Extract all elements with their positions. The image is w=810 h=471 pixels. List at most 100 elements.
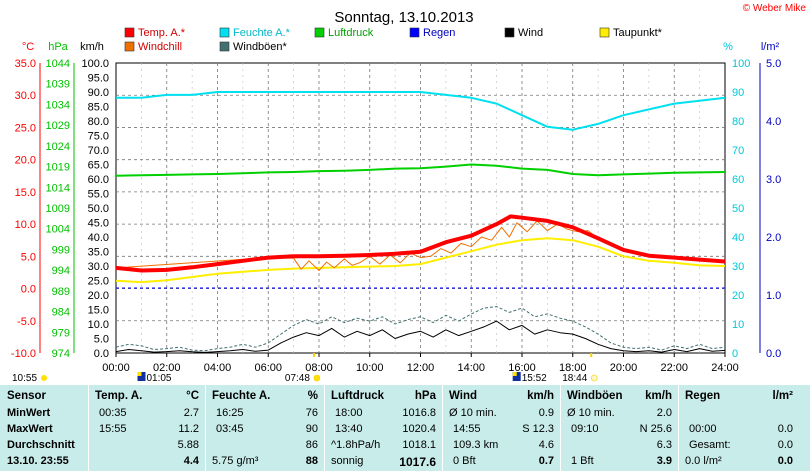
rain-total-label: Gesamt: bbox=[689, 439, 731, 451]
legend-swatch-gust bbox=[219, 41, 230, 52]
x-tick-label: 14:00 bbox=[457, 362, 485, 374]
x-tick-label: 20:00 bbox=[610, 362, 638, 374]
gust-row1-label: Ø 10 min. bbox=[567, 407, 615, 419]
rain-tick-label: 5.0 bbox=[766, 58, 781, 70]
temp-header: Temp. A. bbox=[95, 390, 143, 402]
weather-chart: Sonntag, 13.10.2013 © Weber Mike Temp. A… bbox=[11, 3, 807, 384]
temp-tick-label: 30.0 bbox=[15, 90, 36, 102]
wind-tick-label: 10.0 bbox=[88, 319, 109, 331]
temp-tick-label: 35.0 bbox=[15, 58, 36, 70]
legend-label-rain: Regen bbox=[423, 27, 455, 39]
wind-tick-label: 20.0 bbox=[88, 290, 109, 302]
pressure-current-value: 1017.6 bbox=[399, 455, 436, 469]
wind-tick-label: 0.0 bbox=[94, 348, 109, 360]
gust-column: Windböen km/h Ø 10 min. 2.0 09:10 N 25.6… bbox=[561, 385, 678, 471]
wind-tick-label: 55.0 bbox=[88, 189, 109, 201]
humidity-tick-label: 80 bbox=[732, 116, 744, 128]
sunset-icon bbox=[590, 374, 598, 382]
pressure-tick-label: 1029 bbox=[46, 120, 70, 132]
pressure-tick-label: 1014 bbox=[46, 182, 70, 194]
wind-current-value: 0.7 bbox=[538, 455, 554, 467]
rain-tick-label: 2.0 bbox=[766, 232, 781, 244]
humidity-min-value: 76 bbox=[305, 407, 318, 419]
legend-swatch-pressure bbox=[314, 27, 325, 38]
wind-max-time: 14:55 bbox=[453, 423, 481, 435]
temp-tick-label: 0.0 bbox=[21, 284, 36, 296]
rain-tick-label: 4.0 bbox=[766, 116, 781, 128]
temp-max-value: 11.2 bbox=[178, 423, 199, 435]
wind-tick-label: 65.0 bbox=[88, 160, 109, 172]
x-tick-label: 00:00 bbox=[102, 362, 130, 374]
wind-tick-label: 80.0 bbox=[88, 116, 109, 128]
pressure-tick-label: 1034 bbox=[46, 99, 70, 111]
current-timestamp: 13.10. 23:55 bbox=[7, 455, 69, 467]
x-axis: 00:00 02:00 04:00 06:00 08:00 10:00 12:00 14:00… bbox=[102, 353, 739, 374]
gust-max-time: 09:10 bbox=[571, 423, 599, 435]
wind-tick-label: 30.0 bbox=[88, 261, 109, 273]
rain-current-value: 0.0 bbox=[777, 455, 793, 467]
legend-label-humidity: Feuchte A.* bbox=[233, 27, 291, 39]
rain-header: Regen bbox=[685, 390, 721, 402]
legend-swatch-humidity bbox=[219, 27, 230, 38]
x-tick-label: 08:00 bbox=[305, 362, 333, 374]
temp-column: Temp. A. °C 00:35 2.7 15:55 11.2 5.88 4.… bbox=[89, 385, 205, 471]
temp-tick-label: -5.0 bbox=[17, 316, 36, 328]
max-row-label: MaxWert bbox=[7, 423, 53, 435]
humidity-tick-label: 10 bbox=[732, 319, 744, 331]
gust-beaufort: 1 Bft bbox=[571, 455, 594, 467]
wind-tick-label: 40.0 bbox=[88, 232, 109, 244]
gust-row1-value: 2.0 bbox=[656, 407, 672, 419]
humidity-min-time: 16:25 bbox=[216, 407, 244, 419]
temp-unit-label: °C bbox=[22, 41, 34, 53]
legend-label-gust: Windböen* bbox=[233, 41, 288, 53]
wind-column: Wind km/h Ø 10 min. 0.9 14:55 S 12.3 109… bbox=[443, 385, 560, 471]
sunrise-time-label: 10:55 bbox=[12, 373, 37, 384]
wind-header: Wind bbox=[449, 390, 477, 402]
rain-unit: l/m² bbox=[772, 390, 793, 402]
credit-text: © Weber Mike bbox=[743, 3, 807, 14]
humidity-tick-label: 0 bbox=[732, 348, 738, 360]
pressure-unit-label: hPa bbox=[48, 41, 68, 53]
temp-unit: °C bbox=[186, 390, 199, 402]
chart-title: Sonntag, 13.10.2013 bbox=[334, 9, 473, 26]
wind-row1-value: 0.9 bbox=[538, 407, 554, 419]
temp-tick-label: 25.0 bbox=[15, 122, 36, 134]
humidity-max-value: 90 bbox=[305, 423, 318, 435]
wind-tick-label: 85.0 bbox=[88, 102, 109, 114]
temp-max-time: 15:55 bbox=[99, 423, 127, 435]
pressure-trend: ^1.8hPa/h bbox=[331, 439, 381, 451]
marker-flag-icon bbox=[512, 372, 521, 381]
pressure-tick-label: 999 bbox=[52, 244, 70, 256]
pressure-min-time: 18:00 bbox=[335, 407, 363, 419]
sunrise-icon bbox=[313, 374, 321, 382]
series-line-humidity bbox=[116, 91, 726, 131]
humidity-current-value: 88 bbox=[305, 455, 318, 467]
pressure-max-value: 1020.4 bbox=[402, 423, 436, 435]
rain-max-value: 0.0 bbox=[777, 423, 793, 435]
pressure-min-value: 1016.8 bbox=[402, 407, 436, 419]
wind-tick-label: 25.0 bbox=[88, 276, 109, 288]
wind-avg-value: 4.6 bbox=[538, 439, 554, 451]
pressure-tick-label: 979 bbox=[52, 327, 70, 339]
wind-tick-label: 75.0 bbox=[88, 131, 109, 143]
pressure-tick-label: 1024 bbox=[46, 141, 70, 153]
temp-current-value: 4.4 bbox=[183, 455, 199, 467]
legend-swatch-windchill bbox=[124, 41, 135, 52]
pressure-avg-value: 1018.1 bbox=[402, 439, 436, 451]
grid bbox=[115, 62, 726, 354]
weather-forecast: sonnig bbox=[331, 455, 364, 467]
wind-max-value: S 12.3 bbox=[522, 423, 554, 435]
x-tick-label: 18:00 bbox=[559, 362, 587, 374]
wind-unit-label: km/h bbox=[80, 41, 104, 53]
humidity-avg-value: 86 bbox=[305, 439, 318, 451]
wind-tick-label: 15.0 bbox=[88, 305, 109, 317]
humidity-tick-label: 90 bbox=[732, 87, 744, 99]
dewpoint-min-time-label: 01:05 bbox=[146, 373, 171, 384]
sunset-time-label: 18:44 bbox=[562, 373, 587, 384]
wind-tick-label: 35.0 bbox=[88, 247, 109, 259]
series-line-dewpoint bbox=[115, 237, 726, 284]
pressure-tick-label: 989 bbox=[52, 286, 70, 298]
marker-flag-sun bbox=[137, 372, 142, 376]
pressure-tick-label: 984 bbox=[52, 307, 70, 319]
marker-flag-icon bbox=[137, 372, 146, 381]
